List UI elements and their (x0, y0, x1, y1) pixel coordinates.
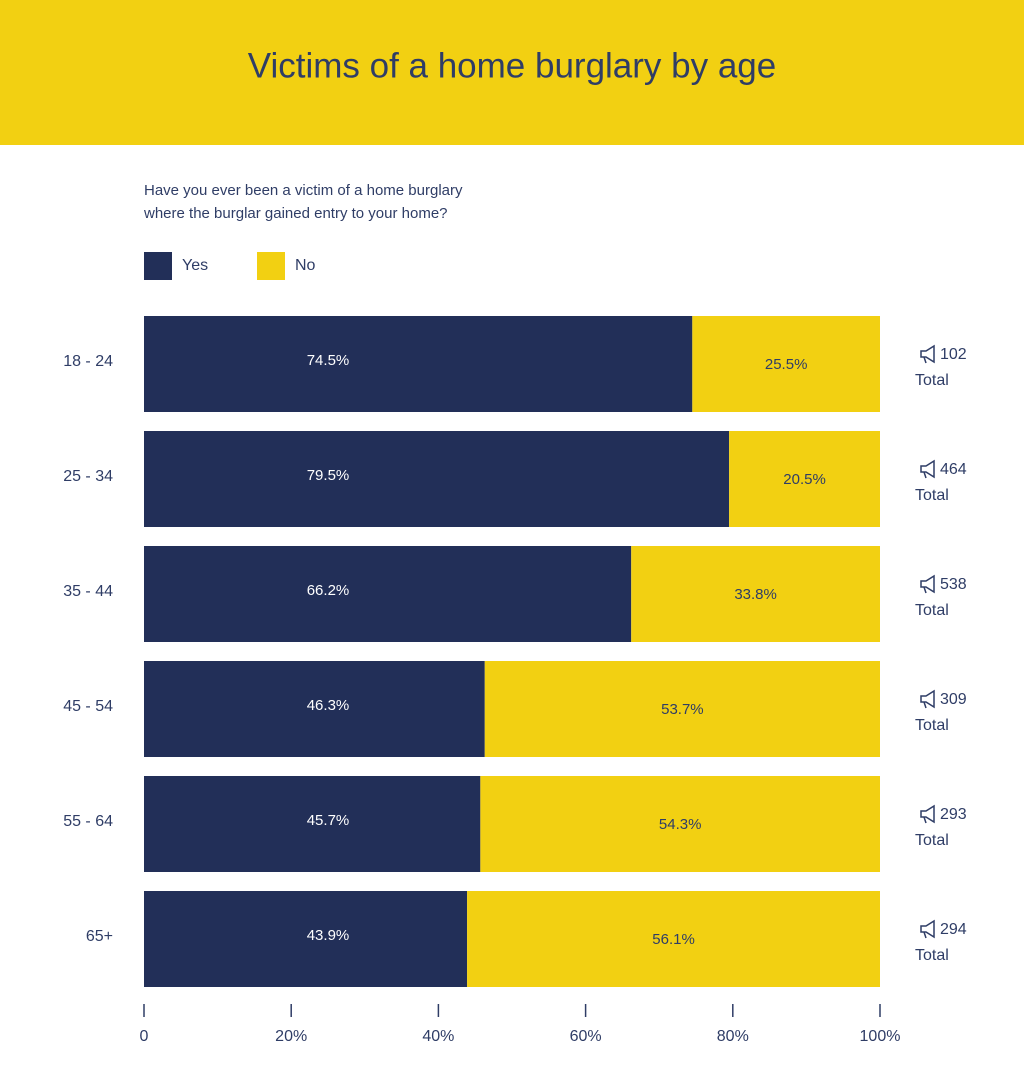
total-label: Total (915, 487, 949, 504)
value-label: 54.3% (659, 816, 702, 833)
megaphone-icon (920, 804, 935, 824)
icon-part (920, 574, 935, 594)
value-label: 45.7% (307, 812, 350, 829)
bar-segment (144, 316, 693, 412)
value-label: 25.5% (765, 356, 808, 373)
header-band (0, 0, 1024, 145)
icon-part (920, 689, 935, 709)
total-value: 309 (940, 691, 967, 708)
value-label: 43.9% (307, 927, 350, 944)
y-tick-label: 65+ (86, 928, 113, 945)
subtitle: where the burglar gained entry to your h… (143, 205, 448, 222)
bar-segment (692, 316, 880, 412)
y-tick-label: 25 - 34 (63, 468, 113, 485)
icon-part (920, 919, 935, 939)
icon-part (920, 459, 935, 479)
chart-title: Victims of a home burglary by age (248, 46, 777, 85)
x-tick-label: 0 (140, 1028, 149, 1045)
value-label: 20.5% (783, 471, 826, 488)
megaphone-icon (920, 459, 935, 479)
total-label: Total (915, 602, 949, 619)
bar-segment (467, 891, 880, 987)
total-value: 294 (940, 921, 967, 938)
legend-label: No (295, 257, 316, 274)
x-tick-label: 80% (717, 1028, 749, 1045)
legend-swatch (257, 252, 285, 280)
x-tick-label: 60% (570, 1028, 602, 1045)
x-tick-label: 40% (422, 1028, 454, 1045)
value-label: 56.1% (652, 931, 695, 948)
megaphone-icon (920, 574, 935, 594)
icon-part (920, 344, 935, 364)
value-label: 66.2% (307, 582, 350, 599)
total-value: 102 (940, 346, 967, 363)
bar-segment (144, 546, 632, 642)
y-tick-label: 45 - 54 (63, 698, 113, 715)
total-label: Total (915, 372, 949, 389)
total-value: 464 (940, 461, 967, 478)
total-value: 293 (940, 806, 967, 823)
total-value: 538 (940, 576, 967, 593)
megaphone-icon (920, 344, 935, 364)
bar-segment (729, 431, 880, 527)
x-tick-label: 100% (860, 1028, 901, 1045)
total-label: Total (915, 832, 949, 849)
x-tick-label: 20% (275, 1028, 307, 1045)
bar-segment (144, 431, 730, 527)
value-label: 33.8% (734, 586, 777, 603)
legend-label: Yes (182, 257, 208, 274)
bar-segment (631, 546, 880, 642)
bar-segment (144, 661, 485, 757)
y-tick-label: 35 - 44 (63, 583, 113, 600)
bar-segment (484, 661, 880, 757)
total-label: Total (915, 717, 949, 734)
value-label: 79.5% (307, 467, 350, 484)
icon-part (920, 804, 935, 824)
y-tick-label: 55 - 64 (63, 813, 113, 830)
y-tick-label: 18 - 24 (63, 353, 113, 370)
megaphone-icon (920, 919, 935, 939)
megaphone-icon (920, 689, 935, 709)
value-label: 46.3% (307, 697, 350, 714)
bar-segment (144, 891, 468, 987)
value-label: 53.7% (661, 701, 704, 718)
bar-segment (480, 776, 880, 872)
subtitle: Have you ever been a victim of a home bu… (144, 182, 463, 199)
bar-segment (144, 776, 481, 872)
total-label: Total (915, 947, 949, 964)
value-label: 74.5% (307, 352, 350, 369)
legend-swatch (144, 252, 172, 280)
